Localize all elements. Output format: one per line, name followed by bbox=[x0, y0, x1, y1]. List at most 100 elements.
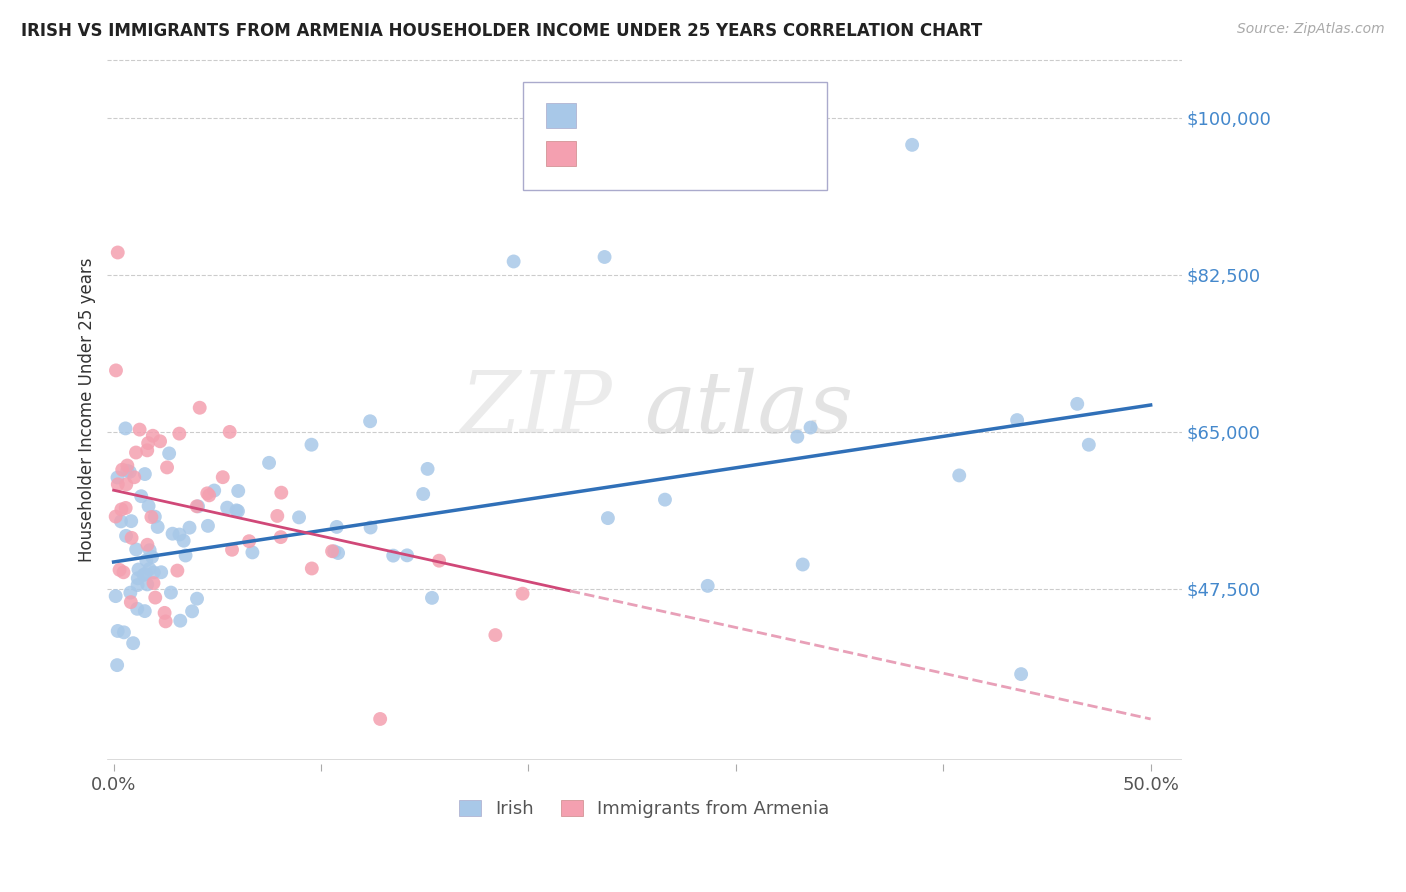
Point bbox=[169, 426, 191, 441]
Point bbox=[104, 509, 127, 524]
Point bbox=[128, 423, 150, 437]
Point bbox=[115, 477, 138, 491]
Point bbox=[125, 445, 148, 459]
Point bbox=[117, 458, 139, 473]
Point bbox=[166, 564, 188, 578]
Point bbox=[142, 429, 165, 443]
Point bbox=[105, 658, 128, 673]
Point bbox=[187, 500, 209, 514]
Point bbox=[115, 464, 138, 478]
Text: R =: R = bbox=[588, 145, 627, 162]
Point bbox=[502, 254, 524, 268]
Point bbox=[396, 549, 419, 563]
Point bbox=[107, 245, 129, 260]
Text: 46: 46 bbox=[742, 145, 768, 162]
Point bbox=[157, 446, 180, 460]
Point bbox=[217, 500, 239, 515]
Legend: Irish, Immigrants from Armenia: Irish, Immigrants from Armenia bbox=[453, 793, 837, 826]
Point bbox=[149, 434, 172, 449]
Point bbox=[134, 604, 156, 618]
Point bbox=[186, 500, 208, 514]
Point bbox=[127, 578, 149, 592]
Text: 0.409: 0.409 bbox=[623, 107, 679, 125]
Point bbox=[136, 443, 159, 458]
Point bbox=[110, 502, 132, 516]
Point bbox=[122, 636, 145, 650]
Point bbox=[792, 558, 814, 572]
Point bbox=[696, 579, 718, 593]
Point bbox=[195, 486, 218, 500]
Point bbox=[360, 520, 382, 534]
Point bbox=[654, 492, 676, 507]
Point bbox=[120, 585, 142, 599]
Point bbox=[484, 628, 506, 642]
Point bbox=[155, 615, 177, 629]
Point bbox=[153, 606, 176, 620]
Point bbox=[173, 533, 195, 548]
Point bbox=[141, 549, 163, 564]
Point bbox=[146, 520, 169, 534]
Text: IRISH VS IMMIGRANTS FROM ARMENIA HOUSEHOLDER INCOME UNDER 25 YEARS CORRELATION C: IRISH VS IMMIGRANTS FROM ARMENIA HOUSEHO… bbox=[21, 22, 983, 40]
Point bbox=[197, 519, 219, 533]
Text: atlas: atlas bbox=[644, 368, 853, 450]
Point bbox=[169, 614, 191, 628]
Point bbox=[142, 566, 165, 580]
Point bbox=[321, 544, 343, 558]
Point bbox=[270, 530, 292, 544]
Point bbox=[107, 624, 129, 638]
Point bbox=[225, 503, 247, 517]
Point bbox=[368, 712, 391, 726]
Point bbox=[242, 545, 264, 559]
Point bbox=[901, 137, 924, 152]
Text: 78: 78 bbox=[735, 107, 761, 125]
Point bbox=[141, 510, 163, 524]
Point bbox=[198, 488, 221, 502]
Point bbox=[325, 520, 347, 534]
Point bbox=[110, 515, 132, 529]
Point bbox=[143, 591, 166, 605]
Point bbox=[122, 470, 145, 484]
Point bbox=[162, 526, 184, 541]
Point bbox=[118, 465, 141, 479]
Point bbox=[593, 250, 616, 264]
Point bbox=[596, 511, 619, 525]
Point bbox=[1005, 413, 1028, 427]
Point bbox=[138, 499, 160, 513]
Point bbox=[211, 470, 233, 484]
Point bbox=[138, 543, 160, 558]
Point bbox=[221, 542, 243, 557]
Text: -0.155: -0.155 bbox=[623, 145, 688, 162]
Point bbox=[132, 568, 155, 582]
Point bbox=[114, 421, 136, 435]
Point bbox=[125, 542, 148, 557]
Point bbox=[127, 602, 149, 616]
Point bbox=[142, 576, 165, 591]
Point bbox=[160, 585, 183, 599]
Point bbox=[948, 468, 970, 483]
Point bbox=[288, 510, 311, 524]
Point bbox=[115, 529, 138, 543]
Point bbox=[301, 561, 323, 575]
Point bbox=[120, 514, 142, 528]
Point bbox=[323, 544, 346, 558]
Point bbox=[169, 527, 191, 541]
Point bbox=[156, 460, 179, 475]
Point bbox=[382, 549, 405, 563]
Point bbox=[138, 562, 160, 576]
Point bbox=[108, 563, 131, 577]
Point bbox=[150, 566, 173, 580]
Point bbox=[112, 566, 135, 580]
Point bbox=[1077, 438, 1099, 452]
Point bbox=[129, 489, 152, 503]
Point bbox=[416, 462, 439, 476]
Point bbox=[107, 470, 129, 484]
Point bbox=[226, 483, 249, 498]
Point bbox=[238, 534, 260, 549]
Point bbox=[114, 500, 136, 515]
Point bbox=[181, 604, 204, 618]
Point bbox=[186, 591, 208, 606]
Point bbox=[104, 589, 127, 603]
Point bbox=[412, 487, 434, 501]
Point bbox=[111, 463, 134, 477]
Point bbox=[179, 521, 201, 535]
